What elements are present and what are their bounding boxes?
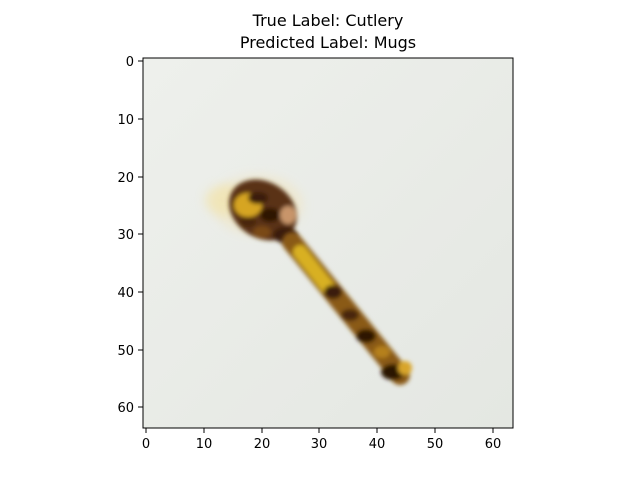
x-tick-label-0: 0 [142,437,150,452]
y-tick-label-30: 30 [117,228,134,243]
image-background [143,58,513,428]
title-predicted-label: Predicted Label: Mugs [239,33,417,52]
axes-frame [142,57,514,429]
x-axis: 0 10 20 30 40 50 60 [142,428,501,452]
y-tick-label-60: 60 [117,401,134,416]
y-tick-label-0: 0 [126,55,134,70]
spoon-handle [282,232,412,385]
x-tick-label-60: 60 [485,437,502,452]
y-tick-label-20: 20 [117,171,134,186]
image-content [143,58,513,428]
y-axis: 0 10 20 30 40 50 60 [117,55,143,416]
x-tick-label-30: 30 [311,437,328,452]
x-tick-label-40: 40 [369,437,386,452]
x-tick-label-10: 10 [196,437,213,452]
title-true-label: True Label: Cutlery [252,11,404,30]
x-tick-label-20: 20 [254,437,271,452]
y-tick-label-50: 50 [117,344,134,359]
y-tick-label-40: 40 [117,286,134,301]
y-tick-label-10: 10 [117,113,134,128]
x-tick-label-50: 50 [427,437,444,452]
